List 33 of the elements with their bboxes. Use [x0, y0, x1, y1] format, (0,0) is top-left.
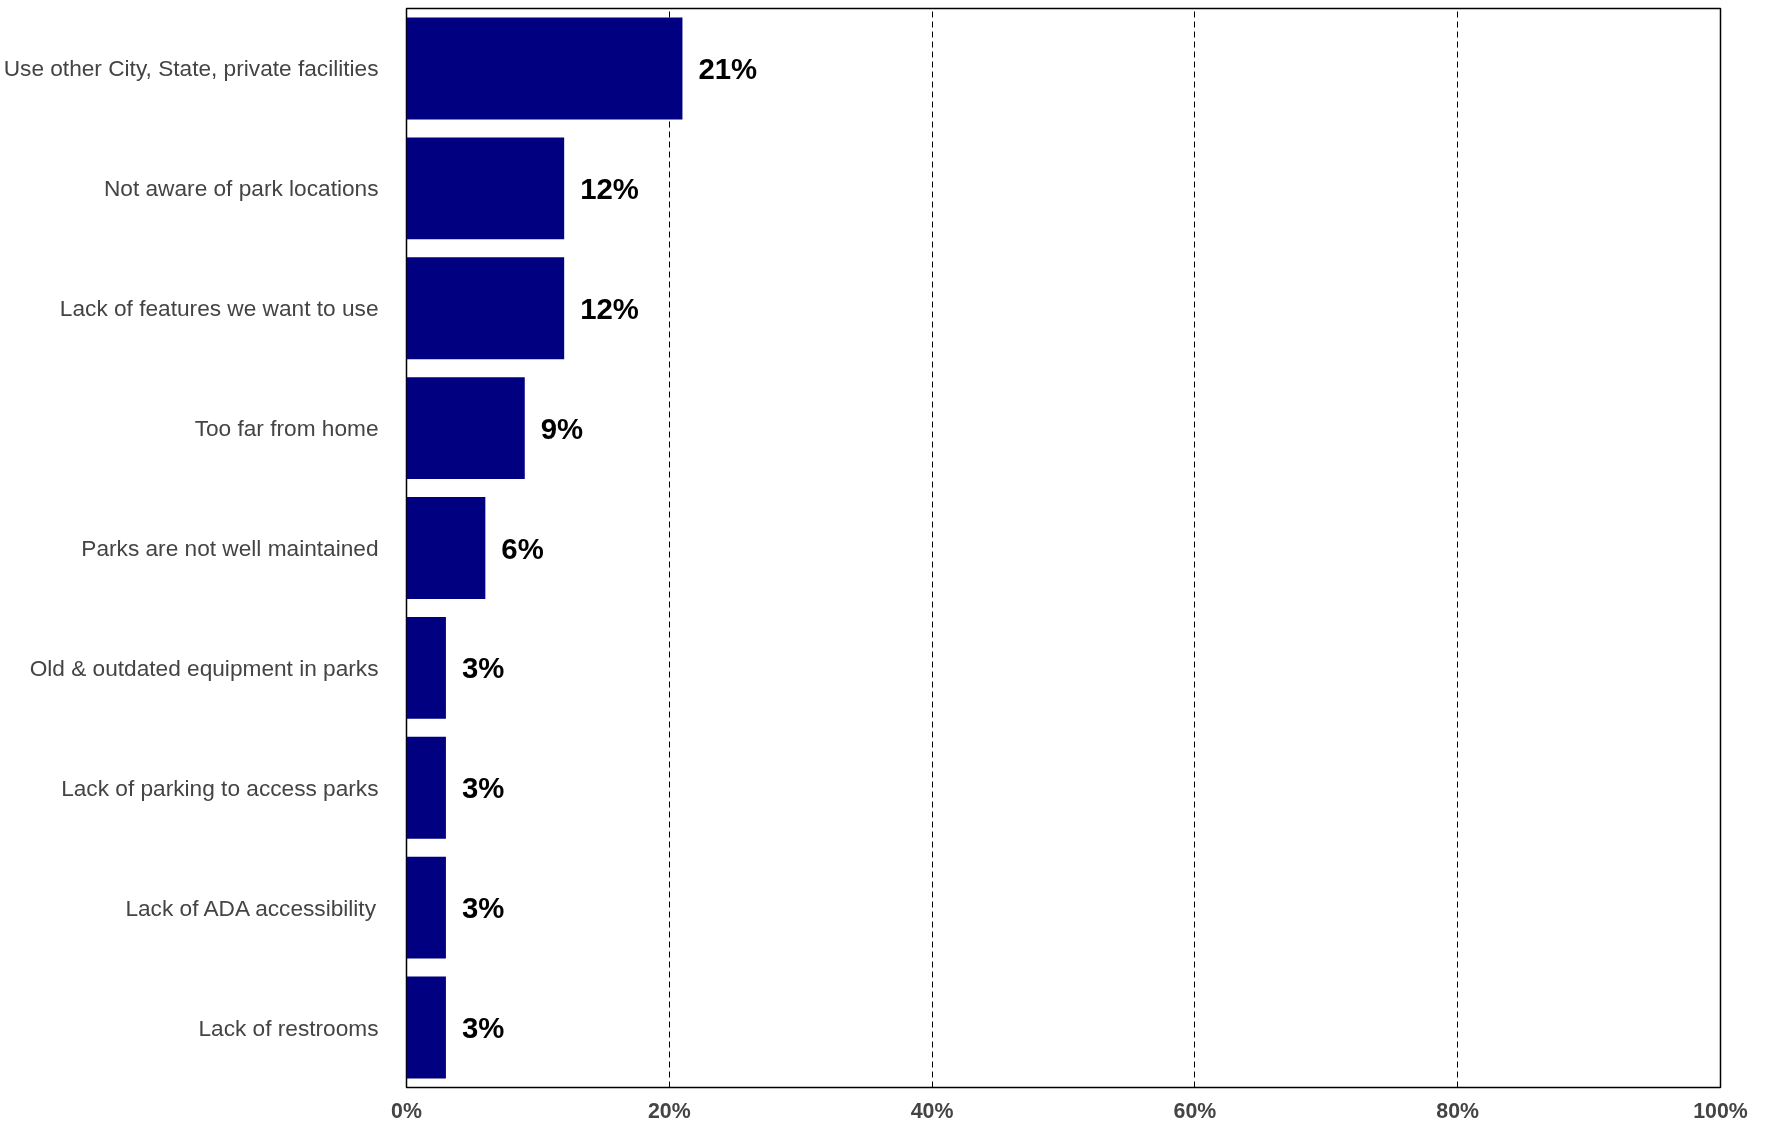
x-tick-label: 60% — [1173, 1098, 1217, 1123]
y-tick-label: Lack of parking to access parks — [61, 774, 379, 801]
y-tick-label: Parks are not well maintained — [81, 535, 379, 561]
x-tick-label: 20% — [647, 1098, 691, 1123]
bar — [406, 377, 525, 480]
bar — [406, 497, 486, 599]
x-tick-label: 0% — [391, 1098, 422, 1123]
bar — [406, 257, 565, 360]
x-tick-label: 80% — [1436, 1098, 1480, 1123]
data-label: 3% — [461, 1011, 505, 1045]
y-tick-label: Old & outdated equipment in parks — [29, 654, 379, 681]
bar — [406, 137, 565, 240]
data-label: 3% — [461, 771, 505, 805]
data-label: 3% — [461, 651, 505, 685]
bar — [406, 736, 446, 839]
data-label: 9% — [540, 411, 584, 445]
data-label: 21% — [698, 51, 758, 85]
data-label: 12% — [580, 291, 639, 325]
x-tick-label: 40% — [910, 1098, 954, 1123]
y-tick-label: Lack of restrooms — [198, 1014, 379, 1041]
data-label: 3% — [461, 891, 505, 925]
data-label: 12% — [580, 171, 639, 205]
bar — [406, 17, 683, 120]
y-tick-label: Too far from home — [194, 415, 379, 442]
bar — [406, 976, 446, 1079]
data-label: 6% — [501, 531, 544, 565]
y-tick-label: Not aware of park locations — [103, 175, 379, 202]
x-tick-label: 100% — [1693, 1098, 1748, 1123]
bar — [406, 616, 446, 719]
y-tick-label: Use other City, State, private facilities — [3, 55, 379, 82]
y-tick-label: Lack of features we want to use — [59, 295, 379, 322]
bar — [406, 856, 446, 959]
y-tick-label: Lack of ADA accessibility — [125, 894, 377, 921]
